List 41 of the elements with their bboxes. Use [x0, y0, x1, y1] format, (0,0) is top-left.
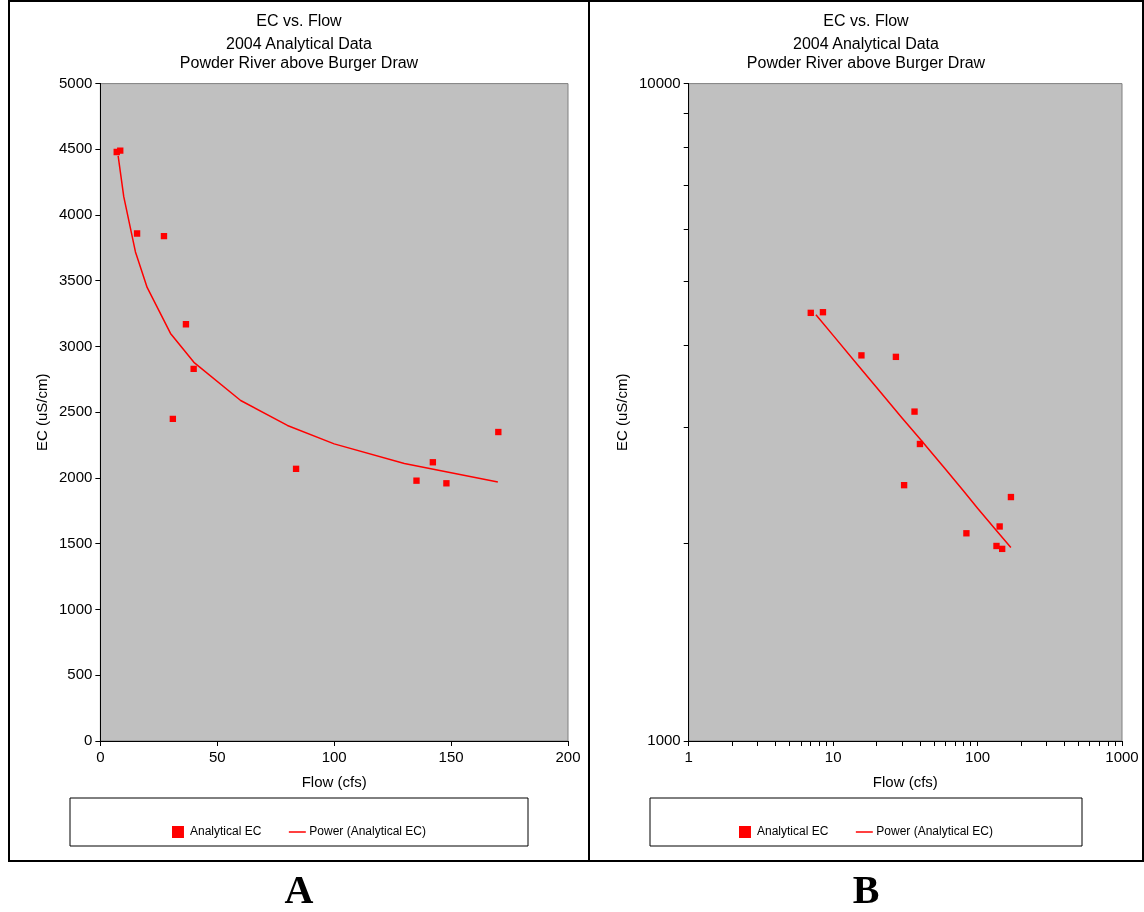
y-tick-label: 0 [84, 731, 93, 749]
point [190, 365, 197, 373]
y-tick-label: 4000 [58, 205, 93, 223]
y-tick-label: 1000 [58, 599, 93, 617]
x-tick-label: 100 [965, 748, 991, 766]
y-tick-label: 2500 [58, 402, 93, 420]
point [117, 147, 124, 154]
x-tick-label: 1000 [1105, 748, 1139, 766]
x-tick-label: 1 [684, 748, 693, 766]
point [443, 480, 450, 487]
y-tick-label: 1500 [58, 533, 93, 551]
y-axis-title: EC (uS/cm) [613, 373, 631, 452]
y-tick-label: 2000 [58, 468, 93, 486]
y-tick-label: 3500 [58, 270, 93, 288]
text: B [851, 866, 881, 912]
legend-label: Power (Analytical EC) [309, 824, 427, 839]
point [495, 428, 502, 436]
point [133, 230, 141, 237]
x-tick-label: 100 [321, 748, 347, 766]
x-tick-label: 10 [824, 748, 842, 766]
y-tick-label: 4500 [58, 139, 93, 157]
chart-title: EC vs. Flow [823, 12, 910, 30]
text: A [283, 866, 315, 912]
y-tick-label: 3000 [58, 336, 93, 354]
legend-label: Analytical EC [189, 824, 262, 839]
x-tick-label: 50 [208, 748, 226, 766]
y-axis-title: EC (uS/cm) [33, 373, 51, 452]
chart-title: EC vs. Flow [256, 12, 343, 30]
y-tick-label: 5000 [58, 73, 93, 91]
x-tick-label: 200 [555, 748, 581, 766]
chart-subtitle: 2004 Analytical Data Powder River above Burger Draw [179, 35, 419, 72]
x-axis-title: Flow (cfs) [301, 773, 367, 791]
x-axis-title: Flow (cfs) [872, 773, 938, 791]
x-tick-label: 0 [96, 748, 105, 766]
legend-label: Analytical EC [756, 824, 829, 839]
legend-label: Power (Analytical EC) [876, 824, 994, 839]
x-tick-label: 150 [438, 748, 464, 766]
y-tick-label: 500 [67, 665, 93, 683]
chart-subtitle: 2004 Analytical Data Powder River above Burger Draw [746, 35, 986, 72]
y-tick-label: 10000 [638, 73, 681, 91]
point [413, 477, 420, 484]
